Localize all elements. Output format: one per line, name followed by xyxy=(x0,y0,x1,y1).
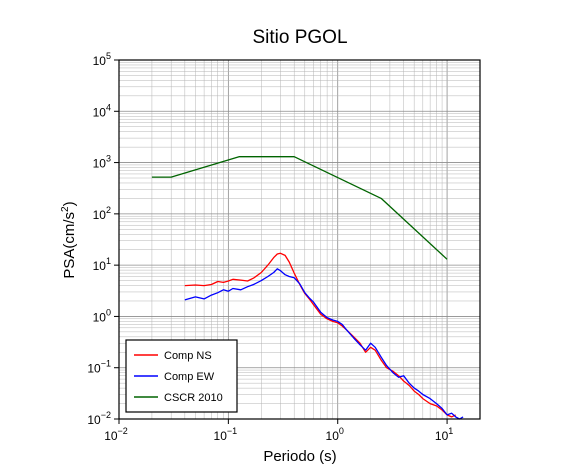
y-tick-base: 10 xyxy=(93,105,107,119)
x-tick-base: 10 xyxy=(326,429,340,443)
y-tick-exponent: 1 xyxy=(106,256,111,266)
y-tick-exponent: 3 xyxy=(106,154,111,164)
series-line-cscr-2010 xyxy=(151,156,448,260)
legend-label-cscr-2010: CSCR 2010 xyxy=(164,392,223,404)
y-tick-base: 10 xyxy=(93,310,107,324)
y-tick-label: 102 xyxy=(93,205,111,222)
y-tick-label: 105 xyxy=(93,51,111,68)
y-tick-base: 10 xyxy=(93,157,107,171)
y-tick-exponent: 5 xyxy=(106,51,111,61)
y-tick-exponent: 0 xyxy=(106,307,111,317)
grid xyxy=(118,59,481,420)
x-tick-exponent: 1 xyxy=(448,426,453,436)
x-tick-exponent: −1 xyxy=(227,426,237,436)
y-tick-base: 10 xyxy=(93,259,107,273)
y-axis-label-sup: 2 xyxy=(60,206,71,212)
x-tick-label: 10−1 xyxy=(214,426,238,443)
y-tick-exponent: 4 xyxy=(106,102,111,112)
y-tick-label: 10−1 xyxy=(87,359,111,376)
x-tick-label: 10−2 xyxy=(104,426,128,443)
series-layer xyxy=(151,156,464,420)
x-tick-label: 100 xyxy=(326,426,344,443)
y-tick-exponent: −1 xyxy=(101,359,111,369)
y-tick-base: 10 xyxy=(93,208,107,222)
x-tick-labels: 10−2 10−1 100 101 xyxy=(104,419,453,443)
plot-frame xyxy=(118,59,481,420)
y-tick-label: 104 xyxy=(93,102,111,119)
x-tick-base: 10 xyxy=(214,429,228,443)
series-line-comp-ew xyxy=(184,268,464,420)
series-line-comp-ns xyxy=(184,252,456,418)
x-tick-label: 101 xyxy=(435,426,453,443)
legend-label-comp-ew: Comp EW xyxy=(164,371,215,383)
y-tick-label: 101 xyxy=(93,256,111,273)
x-tick-exponent: 0 xyxy=(339,426,344,436)
legend-label-comp-ns: Comp NS xyxy=(164,350,212,362)
y-tick-exponent: 2 xyxy=(106,205,111,215)
x-tick-exponent: −2 xyxy=(118,426,128,436)
y-tick-exponent: −2 xyxy=(101,410,111,420)
y-tick-base: 10 xyxy=(87,362,101,376)
x-tick-base: 10 xyxy=(104,429,118,443)
y-tick-base: 10 xyxy=(93,54,107,68)
x-tick-base: 10 xyxy=(435,429,449,443)
x-axis-label: Periodo (s) xyxy=(263,448,336,465)
y-axis-label-main: PSA(cm/s xyxy=(61,212,78,279)
chart-title: Sitio PGOL xyxy=(252,27,347,48)
y-axis-label: PSA(cm/s2) xyxy=(60,201,78,278)
legend: Comp NS Comp EW CSCR 2010 xyxy=(125,339,238,413)
y-tick-base: 10 xyxy=(87,413,101,427)
y-axis-label-close: ) xyxy=(61,201,78,206)
y-tick-label: 10−2 xyxy=(87,410,111,427)
y-tick-label: 103 xyxy=(93,154,111,171)
y-tick-label: 100 xyxy=(93,307,111,324)
